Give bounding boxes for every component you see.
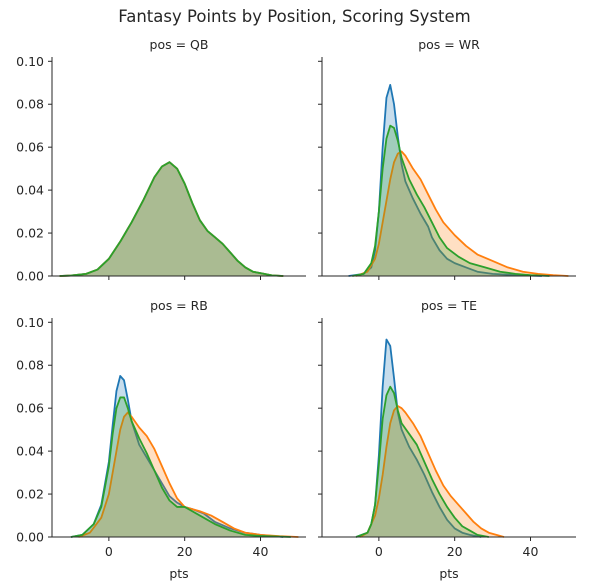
- y-tick-label: 0.10: [16, 54, 44, 69]
- y-tick-label: 0.06: [16, 140, 44, 155]
- x-tick-label: 20: [177, 544, 193, 559]
- y-tick-label: 0.08: [16, 358, 44, 373]
- density-fill-series-1: [59, 162, 284, 276]
- y-tick-label: 0.02: [16, 226, 44, 241]
- density-fill-series-1: [356, 151, 569, 276]
- density-fill-series-2: [352, 125, 550, 277]
- facet-panel-0: pos = QB 0.00 0.02 0.04 0.06 0.08 0.10: [16, 37, 306, 284]
- density-line-series-1: [355, 150, 569, 277]
- x-axis-label: pts: [439, 566, 458, 581]
- y-tick-label: 0.00: [16, 530, 44, 545]
- x-tick-label: 0: [375, 544, 383, 559]
- x-axis-label: pts: [169, 566, 188, 581]
- density-line-series-1: [78, 411, 299, 538]
- chart-title: Fantasy Points by Position, Scoring Syst…: [118, 7, 470, 26]
- y-tick-label: 0.04: [16, 444, 44, 459]
- density-fill-series-1: [78, 412, 299, 537]
- y-tick-label: 0.00: [16, 269, 44, 284]
- density-line-series-1: [359, 405, 505, 538]
- facet-panel-1: pos = WR: [318, 37, 576, 280]
- density-fill-series-0: [356, 339, 482, 537]
- y-tick-label: 0.06: [16, 401, 44, 416]
- facet-panel-2: pos = RB 0.00 0.02 0.04 0.06 0.08 0.10 0 20 40 pts: [16, 298, 306, 581]
- panel-title: pos = QB: [150, 37, 209, 52]
- density-fill-series-1: [359, 406, 504, 537]
- density-fill-series-2: [70, 397, 291, 537]
- x-tick-label: 0: [105, 544, 113, 559]
- y-tick-label: 0.04: [16, 183, 44, 198]
- panel-title: pos = TE: [421, 298, 477, 313]
- density-fill-series-0: [59, 162, 284, 276]
- density-line-series-2: [352, 124, 550, 277]
- x-tick-label: 20: [447, 544, 463, 559]
- facet-panel-3: pos = TE 0 20 40 pts: [318, 298, 576, 581]
- density-line-series-2: [355, 385, 489, 538]
- y-tick-label: 0.10: [16, 315, 44, 330]
- x-tick-label: 40: [523, 544, 539, 559]
- x-tick-label: 40: [253, 544, 269, 559]
- y-tick-label: 0.02: [16, 487, 44, 502]
- density-fill-series-2: [356, 386, 489, 537]
- density-line-series-2: [59, 161, 284, 277]
- y-tick-label: 0.08: [16, 97, 44, 112]
- density-line-series-2: [70, 396, 291, 538]
- panel-title: pos = RB: [150, 298, 208, 313]
- density-fill-series-2: [59, 162, 284, 276]
- panel-title: pos = WR: [418, 37, 480, 52]
